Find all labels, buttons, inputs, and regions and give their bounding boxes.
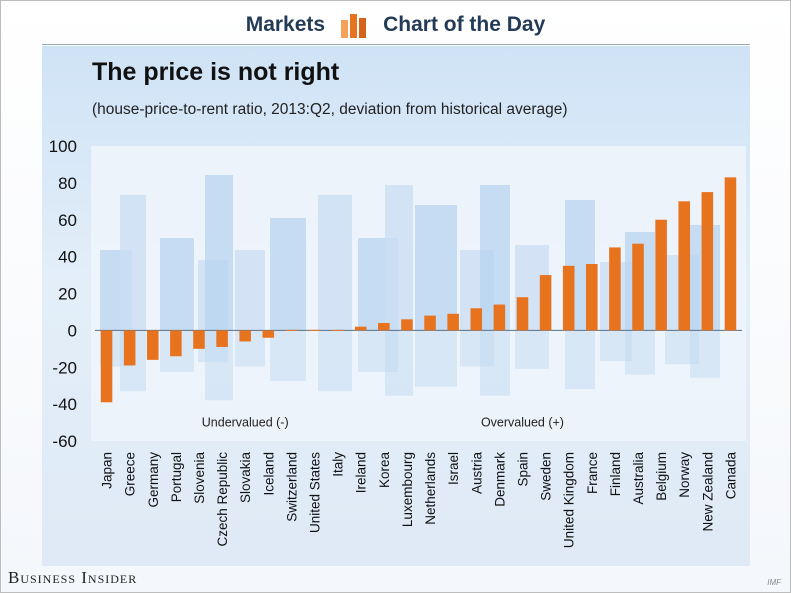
bar bbox=[354, 326, 367, 331]
skyline-building bbox=[385, 185, 413, 331]
y-tick-label: 20 bbox=[58, 285, 77, 304]
x-tick-label: United Kingdom bbox=[562, 452, 577, 548]
skyline-reflection bbox=[565, 330, 595, 390]
x-tick-label: Japan bbox=[100, 452, 115, 489]
x-tick-label: Luxembourg bbox=[400, 452, 415, 527]
y-tick-label: 40 bbox=[58, 248, 77, 267]
chart-subtitle: (house-price-to-rent ratio, 2013:Q2, dev… bbox=[92, 101, 568, 118]
bar bbox=[146, 330, 159, 360]
skyline-building bbox=[318, 195, 352, 331]
x-tick-label: Netherlands bbox=[423, 452, 438, 525]
x-tick-label: Germany bbox=[146, 452, 161, 508]
annotation-label: Overvalued (+) bbox=[481, 416, 564, 430]
bar bbox=[285, 329, 298, 331]
y-tick-label: -60 bbox=[52, 432, 77, 451]
y-tick-label: -40 bbox=[52, 395, 77, 414]
bar bbox=[632, 243, 644, 331]
skyline-reflection bbox=[480, 330, 510, 396]
bar bbox=[470, 308, 483, 331]
skyline-reflection bbox=[625, 330, 655, 375]
x-tick-label: Slovakia bbox=[238, 452, 253, 504]
header-markets-label: Markets bbox=[245, 13, 326, 36]
bar bbox=[401, 319, 413, 331]
skyline-reflection bbox=[318, 330, 352, 392]
bar bbox=[447, 313, 459, 331]
bar bbox=[170, 330, 182, 357]
bar bbox=[239, 330, 251, 342]
x-tick-label: France bbox=[585, 452, 600, 494]
x-tick-label: United States bbox=[308, 452, 323, 533]
x-tick-label: Belgium bbox=[654, 452, 669, 501]
x-tick-label: Austria bbox=[469, 452, 484, 495]
skyline-reflection bbox=[385, 330, 413, 396]
bar bbox=[308, 329, 321, 331]
bar bbox=[262, 330, 275, 338]
x-tick-label: Australia bbox=[631, 452, 646, 505]
x-tick-label: Ireland bbox=[354, 452, 369, 493]
y-axis: 100 80 60 40 20 0 -20 -40 -60 bbox=[49, 137, 77, 451]
chart-header: Markets Chart of the Day bbox=[0, 8, 791, 42]
x-tick-label: New Zealand bbox=[700, 452, 715, 532]
bar bbox=[562, 265, 575, 331]
bar bbox=[701, 192, 714, 331]
x-tick-label: Greece bbox=[123, 452, 138, 496]
business-insider-brand: Business Insider bbox=[8, 568, 138, 587]
skyline-reflection bbox=[415, 330, 457, 387]
x-tick-label: Canada bbox=[723, 452, 738, 500]
header-rule bbox=[42, 44, 750, 45]
skyline-reflection bbox=[515, 330, 549, 369]
bar bbox=[378, 323, 390, 331]
x-tick-label: Korea bbox=[377, 452, 392, 489]
chart-title: The price is not right bbox=[92, 58, 340, 86]
bar bbox=[655, 219, 667, 331]
skyline-reflection bbox=[270, 330, 306, 381]
y-tick-label: -20 bbox=[52, 358, 77, 377]
bar bbox=[539, 275, 552, 331]
bar bbox=[331, 329, 344, 331]
x-tick-label: Spain bbox=[515, 452, 530, 487]
bar bbox=[424, 315, 436, 331]
x-tick-label: Israel bbox=[446, 452, 461, 485]
bar bbox=[586, 264, 598, 331]
x-axis-labels: Japan Greece Germany Portugal Slovenia Czech … bbox=[100, 452, 739, 549]
y-tick-label: 80 bbox=[58, 174, 77, 193]
x-tick-label: Slovenia bbox=[192, 452, 207, 504]
x-tick-label: Denmark bbox=[492, 452, 507, 507]
bar-chart-logo-icon bbox=[341, 14, 367, 38]
x-tick-label: Switzerland bbox=[284, 452, 299, 522]
bar bbox=[678, 201, 691, 331]
bar bbox=[516, 297, 529, 331]
y-tick-label: 60 bbox=[58, 211, 77, 230]
x-tick-label: Czech Republic bbox=[215, 452, 230, 547]
x-tick-label: Iceland bbox=[261, 452, 276, 496]
bar bbox=[123, 330, 136, 366]
skyline-building bbox=[270, 218, 306, 331]
header-chart-of-the-day-label: Chart of the Day bbox=[383, 13, 546, 36]
skyline-building bbox=[235, 250, 265, 331]
source-credit: IMF bbox=[767, 578, 781, 587]
skyline-building bbox=[415, 205, 457, 331]
bar-series bbox=[100, 177, 737, 403]
x-tick-label: Portugal bbox=[169, 452, 184, 502]
bar bbox=[724, 177, 737, 331]
bar bbox=[609, 247, 621, 331]
x-tick-label: Italy bbox=[331, 452, 346, 477]
y-tick-label: 100 bbox=[49, 137, 77, 156]
chart-annotations: Undervalued (-) Overvalued (+) bbox=[202, 416, 564, 430]
city-skyline-illustration bbox=[91, 146, 746, 441]
skyline-reflection bbox=[690, 330, 720, 378]
skyline-building bbox=[205, 175, 233, 331]
x-tick-label: Norway bbox=[677, 452, 692, 498]
annotation-label: Undervalued (-) bbox=[202, 416, 289, 430]
x-tick-label: Sweden bbox=[539, 452, 554, 501]
bar bbox=[493, 304, 506, 331]
bar bbox=[193, 330, 205, 349]
skyline-building bbox=[160, 238, 194, 331]
skyline-building bbox=[120, 195, 146, 331]
bar bbox=[100, 330, 113, 403]
bar bbox=[216, 330, 228, 347]
x-tick-label: Finland bbox=[608, 452, 623, 496]
y-tick-label: 0 bbox=[68, 321, 77, 340]
